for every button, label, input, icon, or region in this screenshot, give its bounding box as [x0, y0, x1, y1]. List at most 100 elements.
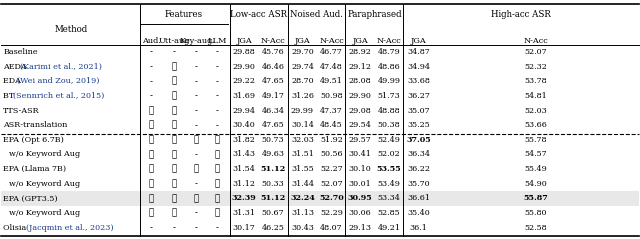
Text: 55.78: 55.78 [525, 136, 547, 144]
Text: JGA: JGA [411, 37, 426, 45]
Text: 50.98: 50.98 [320, 92, 343, 100]
Text: EPA (Llama 7B): EPA (Llama 7B) [3, 165, 67, 173]
Text: 31.54: 31.54 [233, 165, 255, 173]
Text: 31.43: 31.43 [233, 151, 255, 158]
Text: 49.51: 49.51 [320, 77, 343, 85]
Text: Method: Method [54, 25, 88, 34]
Text: 30.41: 30.41 [349, 151, 372, 158]
Text: N-Acc: N-Acc [377, 37, 401, 45]
Text: (Jacqmin et al., 2023): (Jacqmin et al., 2023) [26, 224, 114, 232]
Text: ✓: ✓ [149, 194, 154, 203]
Text: 36.27: 36.27 [407, 92, 430, 100]
Text: ✓: ✓ [172, 77, 177, 86]
Text: -: - [195, 209, 198, 217]
Text: 50.38: 50.38 [378, 121, 401, 129]
Text: 31.12: 31.12 [233, 180, 255, 188]
Text: Aud.: Aud. [142, 37, 161, 45]
Text: -: - [195, 150, 198, 159]
Text: 52.85: 52.85 [378, 209, 401, 217]
Text: 46.34: 46.34 [262, 107, 285, 114]
Text: 51.12: 51.12 [260, 165, 286, 173]
Text: 52.07: 52.07 [525, 48, 547, 56]
Text: 30.17: 30.17 [233, 224, 255, 232]
Text: (Sennrich et al., 2015): (Sennrich et al., 2015) [13, 92, 104, 100]
Text: 36.61: 36.61 [407, 194, 430, 202]
Text: 46.46: 46.46 [262, 63, 285, 71]
Text: LLM: LLM [207, 37, 227, 45]
Text: EDA: EDA [3, 77, 24, 85]
Text: 51.92: 51.92 [320, 136, 343, 144]
Text: w/o Keyword Aug: w/o Keyword Aug [9, 180, 80, 188]
Text: 53.55: 53.55 [377, 165, 401, 173]
Text: 49.63: 49.63 [262, 151, 285, 158]
Text: -: - [195, 179, 198, 188]
Text: 52.32: 52.32 [525, 63, 547, 71]
Text: 34.87: 34.87 [407, 48, 430, 56]
Text: 35.70: 35.70 [407, 180, 430, 188]
Text: 29.90: 29.90 [233, 63, 255, 71]
Text: ✓: ✓ [172, 209, 177, 217]
Text: 29.54: 29.54 [349, 121, 372, 129]
Text: 53.66: 53.66 [525, 121, 547, 129]
Text: Paraphrased: Paraphrased [347, 10, 402, 19]
Text: 45.76: 45.76 [262, 48, 285, 56]
Text: 48.79: 48.79 [378, 48, 401, 56]
Text: 50.67: 50.67 [262, 209, 284, 217]
Text: ✓: ✓ [194, 194, 199, 203]
Text: 29.74: 29.74 [291, 63, 314, 71]
Text: ✓: ✓ [149, 135, 154, 144]
Text: 50.56: 50.56 [320, 151, 343, 158]
Text: 28.08: 28.08 [349, 77, 371, 85]
Text: ✓: ✓ [172, 121, 177, 130]
Text: -: - [195, 77, 198, 86]
Text: ASR-translation: ASR-translation [3, 121, 68, 129]
Text: ✓: ✓ [214, 194, 220, 203]
Text: 51.73: 51.73 [378, 92, 401, 100]
Text: (Wei and Zou, 2019): (Wei and Zou, 2019) [17, 77, 99, 85]
Text: 50.73: 50.73 [262, 136, 284, 144]
Text: 28.70: 28.70 [291, 77, 314, 85]
Text: ✓: ✓ [149, 150, 154, 159]
Text: ✓: ✓ [149, 179, 154, 188]
Text: 30.14: 30.14 [291, 121, 314, 129]
Text: 31.51: 31.51 [291, 151, 314, 158]
Text: ✓: ✓ [172, 91, 177, 100]
Text: 49.17: 49.17 [262, 92, 285, 100]
Text: 55.80: 55.80 [525, 209, 547, 217]
Text: ✓: ✓ [194, 165, 199, 174]
Text: 47.48: 47.48 [320, 63, 343, 71]
Text: 37.05: 37.05 [406, 136, 431, 144]
Text: ✓: ✓ [214, 150, 220, 159]
Text: 31.82: 31.82 [233, 136, 255, 144]
Text: 30.06: 30.06 [349, 209, 371, 217]
Text: 29.12: 29.12 [349, 63, 372, 71]
Text: 29.99: 29.99 [291, 107, 314, 114]
Text: ✓: ✓ [194, 135, 199, 144]
Text: 31.69: 31.69 [233, 92, 255, 100]
Text: 33.68: 33.68 [407, 77, 430, 85]
Text: Low-acc ASR: Low-acc ASR [230, 10, 287, 19]
Text: -: - [195, 106, 198, 115]
Text: 34.94: 34.94 [407, 63, 430, 71]
Text: 36.1: 36.1 [410, 224, 428, 232]
Text: -: - [173, 48, 176, 56]
Text: High-acc ASR: High-acc ASR [491, 10, 551, 19]
Text: -: - [216, 223, 219, 232]
Text: 48.45: 48.45 [320, 121, 343, 129]
Text: -: - [216, 121, 219, 130]
Text: ✓: ✓ [172, 135, 177, 144]
Text: 52.27: 52.27 [320, 165, 343, 173]
Text: -: - [216, 62, 219, 71]
Text: JGA: JGA [236, 37, 252, 45]
Text: 52.02: 52.02 [378, 151, 401, 158]
Text: Features: Features [165, 10, 203, 19]
Text: ✓: ✓ [172, 165, 177, 174]
Text: N-Acc: N-Acc [524, 37, 548, 45]
Text: 55.49: 55.49 [525, 165, 547, 173]
Text: 48.07: 48.07 [320, 224, 343, 232]
Text: 29.88: 29.88 [233, 48, 255, 56]
Text: 31.13: 31.13 [291, 209, 314, 217]
Text: 46.25: 46.25 [262, 224, 285, 232]
Text: 47.65: 47.65 [262, 77, 285, 85]
Text: -: - [173, 223, 176, 232]
